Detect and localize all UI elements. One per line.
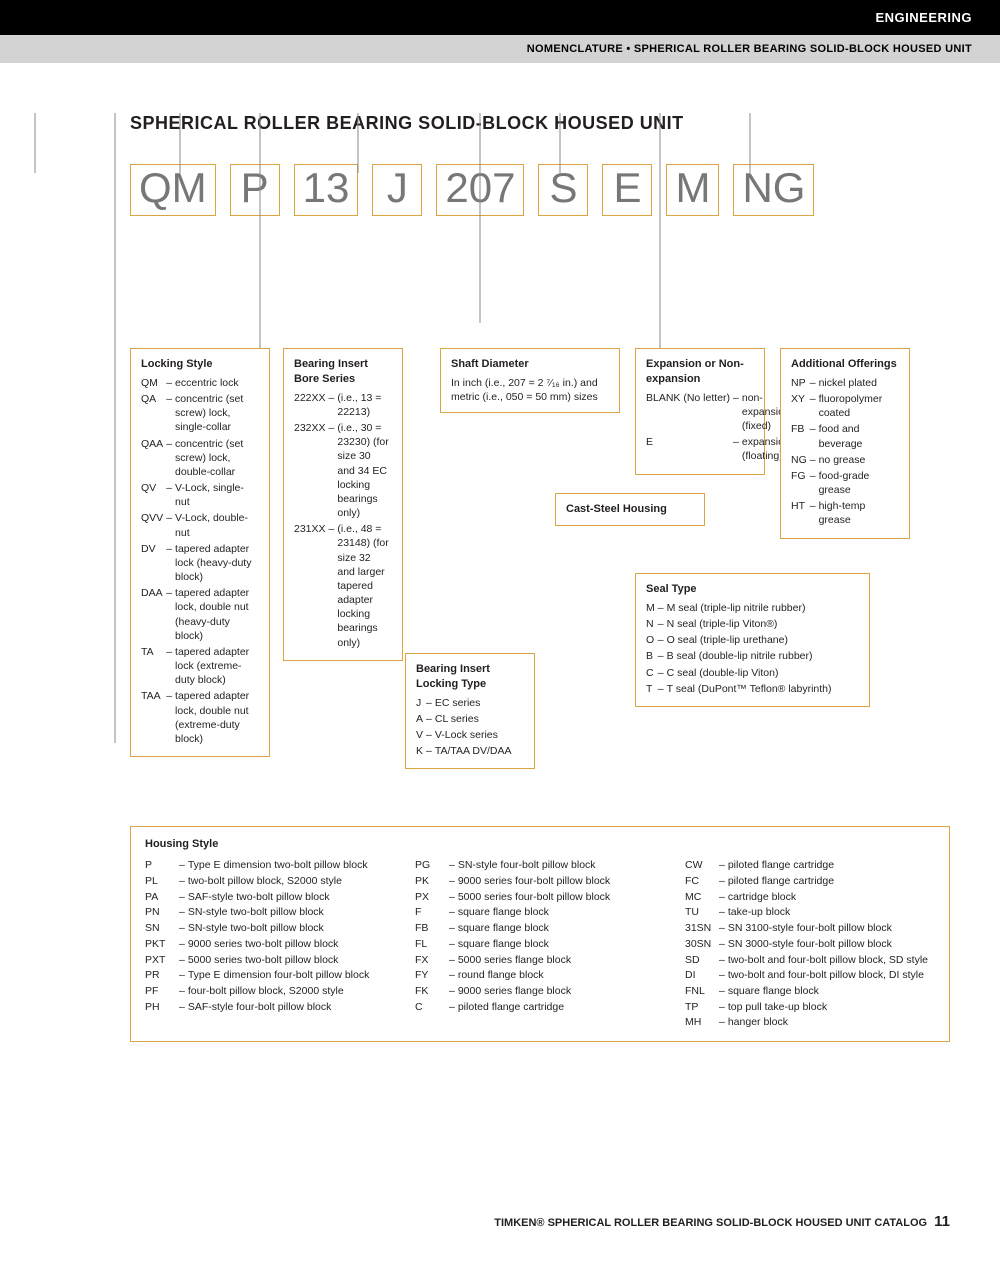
housing-column-1: PG–SN-style four-bolt pillow blockPK–900… [415,858,665,1031]
page-content: SPHERICAL ROLLER BEARING SOLID-BLOCK HOU… [0,63,1000,1042]
page-number: 11 [934,1213,950,1230]
code-segment-7: M [666,164,719,216]
shaft-diameter-box: Shaft Diameter In inch (i.e., 207 = 2 ⁷⁄… [440,348,620,413]
shaft-diameter-text: In inch (i.e., 207 = 2 ⁷⁄₁₆ in.) and met… [451,376,609,404]
locking-style-box: Locking Style QM–eccentric lockQA–concen… [130,348,270,757]
expansion-title: Expansion or Non-expansion [646,357,754,387]
locking-style-title: Locking Style [141,357,259,372]
additional-box: Additional Offerings NP–nickel platedXY–… [780,348,910,539]
cast-steel-box: Cast-Steel Housing [555,493,705,526]
code-segment-2: 13 [294,164,359,216]
code-segment-0: QM [130,164,216,216]
locking-type-box: Bearing Insert Locking Type J–EC seriesA… [405,653,535,769]
housing-column-2: CW–piloted flange cartridgeFC–piloted fl… [685,858,935,1031]
housing-style-title: Housing Style [145,837,935,852]
page-footer: TIMKEN® SPHERICAL ROLLER BEARING SOLID-B… [494,1213,950,1230]
nomenclature-code-row: QM P 13J 207 SEM NG [130,164,950,216]
housing-column-0: P–Type E dimension two-bolt pillow block… [145,858,395,1031]
additional-title: Additional Offerings [791,357,899,372]
bore-series-title: Bearing Insert Bore Series [294,357,392,387]
code-segment-1: P [230,164,280,216]
seal-type-title: Seal Type [646,582,859,597]
breadcrumb: NOMENCLATURE • SPHERICAL ROLLER BEARING … [527,43,972,55]
seal-type-box: Seal Type M–M seal (triple-lip nitrile r… [635,573,870,707]
cast-steel-label: Cast-Steel Housing [566,502,694,517]
bore-series-box: Bearing Insert Bore Series 222XX–(i.e., … [283,348,403,661]
code-segment-5: S [538,164,588,216]
code-segment-6: E [602,164,652,216]
shaft-diameter-title: Shaft Diameter [451,357,609,372]
code-segment-8: NG [733,164,814,216]
header-gray-bar: NOMENCLATURE • SPHERICAL ROLLER BEARING … [0,35,1000,63]
locking-type-title: Bearing Insert Locking Type [416,662,524,692]
housing-style-box: Housing Style P–Type E dimension two-bol… [130,826,950,1042]
page-title: SPHERICAL ROLLER BEARING SOLID-BLOCK HOU… [130,113,950,134]
section-label: ENGINEERING [875,10,972,25]
footer-text: TIMKEN® SPHERICAL ROLLER BEARING SOLID-B… [494,1217,927,1229]
code-segment-4: 207 [436,164,524,216]
code-segment-3: J [372,164,422,216]
header-black-bar: ENGINEERING [0,0,1000,35]
expansion-box: Expansion or Non-expansion BLANK (No let… [635,348,765,475]
